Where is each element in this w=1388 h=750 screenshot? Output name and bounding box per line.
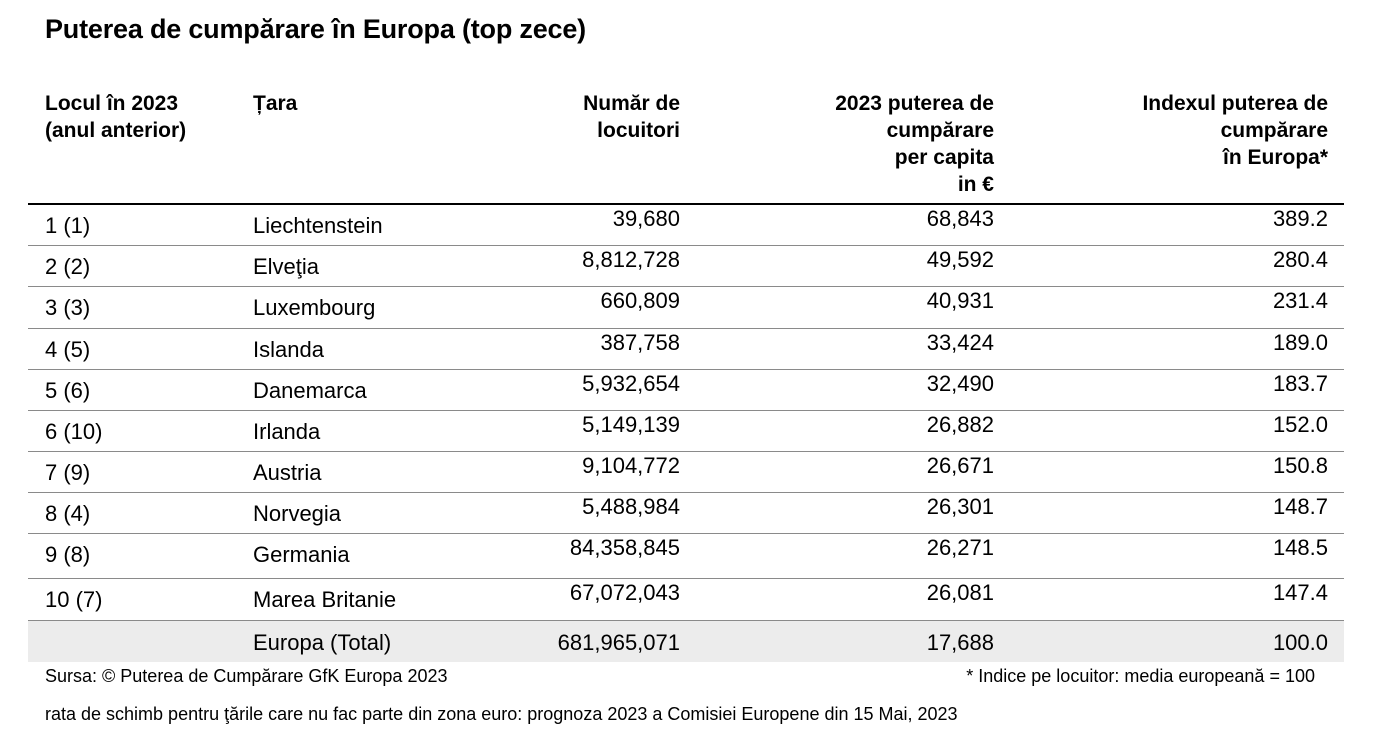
source-note: Sursa: © Puterea de Cumpărare GfK Europa… <box>45 666 448 686</box>
header-index: Indexul puterea de cumpărare în Europa* <box>1142 90 1328 171</box>
index-cell: 148.7 <box>1272 494 1328 519</box>
population-cell: 5,149,139 <box>582 412 680 437</box>
table-row: 7 (9) Austria 9,104,772 26,671 150.8 <box>28 451 1344 492</box>
table-row: 3 (3) Luxembourg 660,809 40,931 231.4 <box>28 286 1344 327</box>
rank-cell: 7 (9) <box>45 460 91 485</box>
exchange-rate-note: rata de schimb pentru ţările care nu fac… <box>45 704 958 724</box>
row-divider <box>28 245 1344 246</box>
country-cell: Germania <box>253 542 350 567</box>
population-cell: 5,488,984 <box>582 494 680 519</box>
rank-cell: 5 (6) <box>45 378 91 403</box>
row-divider <box>28 410 1344 411</box>
per-capita-cell: 68,843 <box>926 206 994 231</box>
table-row: 8 (4) Norvegia 5,488,984 26,301 148.7 <box>28 492 1344 533</box>
header-population: Număr de locuitori <box>583 90 680 144</box>
per-capita-cell: 17,688 <box>926 630 994 655</box>
header-country: Țara <box>253 90 297 117</box>
population-cell: 387,758 <box>600 330 680 355</box>
row-divider <box>28 286 1344 287</box>
country-cell: Danemarca <box>253 378 367 403</box>
population-cell: 5,932,654 <box>582 371 680 396</box>
index-cell: 280.4 <box>1272 247 1328 272</box>
header-index-line: Indexul puterea de <box>1142 92 1328 115</box>
index-cell: 189.0 <box>1272 330 1328 355</box>
index-cell: 148.5 <box>1272 535 1328 560</box>
header-per-capita-line: per capita <box>894 146 994 169</box>
country-cell: Europa (Total) <box>253 630 392 655</box>
header-country-line: Țara <box>253 92 298 115</box>
per-capita-cell: 32,490 <box>926 371 994 396</box>
per-capita-cell: 26,882 <box>926 412 994 437</box>
header-per-capita: 2023 puterea de cumpărare per capita in € <box>835 90 994 198</box>
index-footnote: * Indice pe locuitor: media europeană = … <box>966 666 1315 686</box>
index-cell: 100.0 <box>1272 630 1328 655</box>
rank-cell: 8 (4) <box>45 501 91 526</box>
total-row: Europa (Total) 681,965,071 17,688 100.0 <box>28 621 1344 662</box>
index-cell: 147.4 <box>1272 580 1328 605</box>
header-rank: Locul în 2023 (anul anterior) <box>45 90 186 144</box>
population-cell: 660,809 <box>600 288 680 313</box>
country-cell: Elveţia <box>253 254 320 279</box>
header-per-capita-line: cumpărare <box>886 119 994 142</box>
country-cell: Islanda <box>253 337 324 362</box>
population-cell: 67,072,043 <box>569 580 680 605</box>
rank-cell: 3 (3) <box>45 295 91 320</box>
row-divider <box>28 451 1344 452</box>
table-row: 9 (8) Germania 84,358,845 26,271 148.5 <box>28 533 1344 574</box>
row-divider <box>28 328 1344 329</box>
index-cell: 231.4 <box>1272 288 1328 313</box>
per-capita-cell: 49,592 <box>926 247 994 272</box>
rank-cell: 1 (1) <box>45 213 91 238</box>
rank-cell: 4 (5) <box>45 337 91 362</box>
row-divider <box>28 533 1344 534</box>
header-index-line: cumpărare <box>1220 119 1328 142</box>
table-row: 6 (10) Irlanda 5,149,139 26,882 152.0 <box>28 410 1344 451</box>
population-cell: 681,965,071 <box>557 630 680 655</box>
population-cell: 8,812,728 <box>582 247 680 272</box>
population-cell: 39,680 <box>612 206 680 231</box>
header-index-line: în Europa* <box>1222 146 1328 169</box>
per-capita-cell: 26,081 <box>926 580 994 605</box>
header-rule <box>28 203 1344 205</box>
row-divider <box>28 578 1344 579</box>
row-divider <box>28 620 1344 621</box>
rank-cell: 2 (2) <box>45 254 91 279</box>
per-capita-cell: 33,424 <box>926 330 994 355</box>
index-cell: 152.0 <box>1272 412 1328 437</box>
table-row: 4 (5) Islanda 387,758 33,424 189.0 <box>28 328 1344 369</box>
row-divider <box>28 369 1344 370</box>
rank-cell: 6 (10) <box>45 419 103 444</box>
table-row: 5 (6) Danemarca 5,932,654 32,490 183.7 <box>28 369 1344 410</box>
index-cell: 183.7 <box>1272 371 1328 396</box>
rank-cell: 10 (7) <box>45 587 103 612</box>
header-rank-line: (anul anterior) <box>45 119 187 142</box>
per-capita-cell: 26,671 <box>926 453 994 478</box>
header-rank-line: Locul în 2023 <box>45 92 179 115</box>
population-cell: 84,358,845 <box>569 535 680 560</box>
index-cell: 150.8 <box>1272 453 1328 478</box>
row-divider <box>28 492 1344 493</box>
population-cell: 9,104,772 <box>582 453 680 478</box>
country-cell: Irlanda <box>253 419 321 444</box>
rank-cell: 9 (8) <box>45 542 91 567</box>
country-cell: Liechtenstein <box>253 213 383 238</box>
header-population-line: locuitori <box>597 119 680 142</box>
per-capita-cell: 40,931 <box>926 288 994 313</box>
index-cell: 389.2 <box>1272 206 1328 231</box>
header-per-capita-line: 2023 puterea de <box>835 92 994 115</box>
country-cell: Luxembourg <box>253 295 376 320</box>
country-cell: Norvegia <box>253 501 342 526</box>
table-row: 10 (7) Marea Britanie 67,072,043 26,081 147.… <box>28 578 1344 619</box>
country-cell: Marea Britanie <box>253 587 397 612</box>
table-row: 1 (1) Liechtenstein 39,680 68,843 389.2 <box>28 204 1344 245</box>
header-per-capita-line: in € <box>957 173 994 196</box>
header-population-line: Număr de <box>583 92 680 115</box>
country-cell: Austria <box>253 460 322 485</box>
table-row: 2 (2) Elveţia 8,812,728 49,592 280.4 <box>28 245 1344 286</box>
page-title: Puterea de cumpărare în Europa (top zece… <box>45 14 586 44</box>
per-capita-cell: 26,271 <box>926 535 994 560</box>
per-capita-cell: 26,301 <box>926 494 994 519</box>
